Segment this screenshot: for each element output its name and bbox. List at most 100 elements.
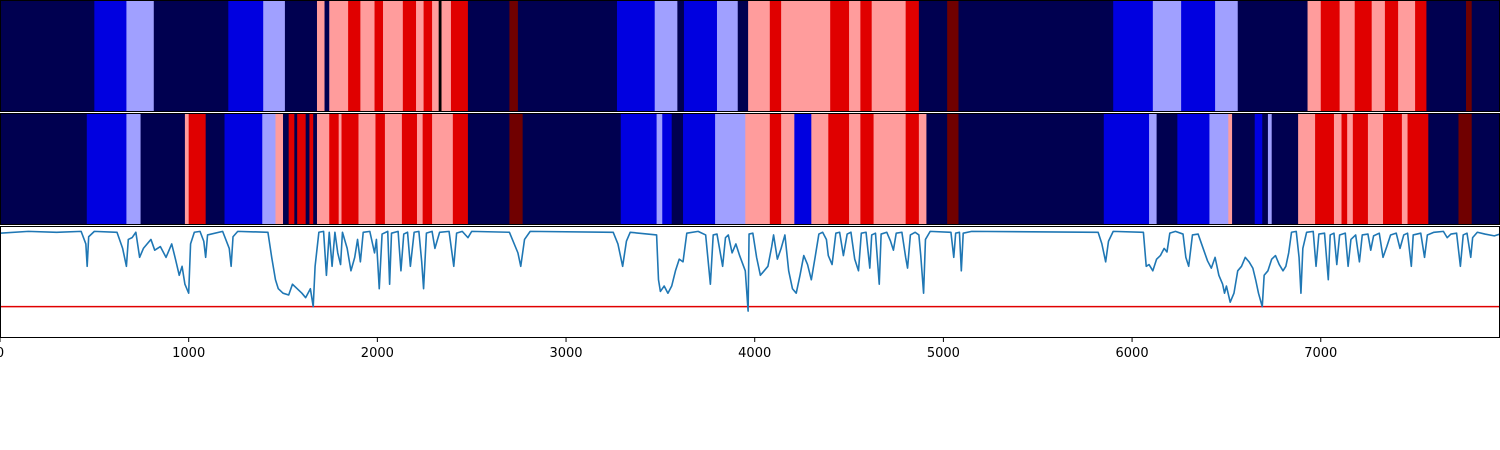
top-track-segment-33 bbox=[830, 0, 850, 112]
segmentation-track-bottom bbox=[0, 113, 1500, 225]
bottom-track-segment-55 bbox=[1177, 113, 1210, 225]
top-track-segment-44 bbox=[1215, 0, 1239, 112]
top-track-segment-5 bbox=[263, 0, 286, 112]
top-track-segment-27 bbox=[683, 0, 718, 112]
bottom-track-segment-66 bbox=[1341, 113, 1348, 225]
top-track-segment-31 bbox=[769, 0, 782, 112]
bottom-track-segment-12 bbox=[294, 113, 298, 225]
top-track-segment-22 bbox=[509, 0, 519, 112]
bottom-track-segment-72 bbox=[1407, 113, 1429, 225]
segmentation-track-top bbox=[0, 0, 1500, 112]
top-track-segment-11 bbox=[360, 0, 375, 112]
bottom-track-segment-14 bbox=[305, 113, 310, 225]
x-tick-label-7: 7000 bbox=[1304, 346, 1337, 361]
top-track-segment-54 bbox=[1426, 0, 1467, 112]
bottom-track-segment-30 bbox=[509, 113, 524, 225]
bottom-track-segment-49 bbox=[926, 113, 948, 225]
top-track-segment-21 bbox=[467, 0, 510, 112]
bottom-track-segment-26 bbox=[422, 113, 433, 225]
top-track-segment-25 bbox=[654, 0, 678, 112]
top-track-segment-13 bbox=[383, 0, 404, 112]
top-track-segment-45 bbox=[1237, 0, 1308, 112]
bottom-track-segment-2 bbox=[126, 113, 141, 225]
top-track-segment-0 bbox=[0, 0, 95, 112]
bottom-track-segment-75 bbox=[1471, 113, 1500, 225]
top-track-segment-34 bbox=[849, 0, 861, 112]
top-track-segment-29 bbox=[737, 0, 749, 112]
bottom-track-segment-71 bbox=[1401, 113, 1408, 225]
bottom-track-segment-19 bbox=[338, 113, 342, 225]
x-axis: 0 1000 2000 3000 4000 5000 6000 7000 bbox=[0, 338, 1337, 361]
bottom-track-segment-15 bbox=[309, 113, 314, 225]
top-track-segment-3 bbox=[153, 0, 229, 112]
bottom-track-segment-62 bbox=[1271, 113, 1299, 225]
bottom-track-segment-56 bbox=[1209, 113, 1229, 225]
bottom-track-segment-40 bbox=[781, 113, 795, 225]
bottom-track-segment-9 bbox=[275, 113, 284, 225]
bottom-track-segment-11 bbox=[288, 113, 295, 225]
bottom-track-segment-24 bbox=[401, 113, 418, 225]
bottom-track-segment-65 bbox=[1333, 113, 1342, 225]
bottom-track-segment-0 bbox=[0, 113, 88, 225]
bottom-track-segment-73 bbox=[1428, 113, 1459, 225]
top-track-segment-10 bbox=[348, 0, 361, 112]
bottom-track-segment-50 bbox=[947, 113, 959, 225]
x-tick-label-3: 3000 bbox=[549, 346, 582, 361]
top-track-segment-49 bbox=[1354, 0, 1373, 112]
bottom-track-segment-17 bbox=[316, 113, 330, 225]
top-track-segment-46 bbox=[1307, 0, 1322, 112]
bottom-track-segment-29 bbox=[467, 113, 510, 225]
bottom-track-segment-41 bbox=[794, 113, 812, 225]
bottom-track-segment-13 bbox=[297, 113, 307, 225]
score-plot-background bbox=[0, 226, 1500, 338]
bottom-track-segment-64 bbox=[1315, 113, 1335, 225]
top-track-segment-8 bbox=[324, 0, 330, 112]
bottom-track-segment-61 bbox=[1267, 113, 1273, 225]
x-tick-label-6: 6000 bbox=[1116, 346, 1149, 361]
bottom-track-segment-18 bbox=[329, 113, 340, 225]
bottom-track-segment-46 bbox=[873, 113, 907, 225]
bottom-track-segment-33 bbox=[656, 113, 663, 225]
bottom-track-segment-57 bbox=[1228, 113, 1233, 225]
bottom-track-segment-51 bbox=[958, 113, 1105, 225]
top-track-segment-55 bbox=[1466, 0, 1473, 112]
top-track-segment-17 bbox=[432, 0, 440, 112]
top-track-segment-47 bbox=[1320, 0, 1341, 112]
top-track-segment-35 bbox=[860, 0, 873, 112]
bottom-track-segment-60 bbox=[1262, 113, 1269, 225]
bottom-track-segment-54 bbox=[1156, 113, 1178, 225]
top-track-segment-14 bbox=[402, 0, 417, 112]
bottom-track-segment-10 bbox=[283, 113, 290, 225]
bottom-track-segment-42 bbox=[811, 113, 829, 225]
score-series-line bbox=[0, 230, 1500, 312]
top-track-segment-51 bbox=[1384, 0, 1399, 112]
bottom-track-segment-32 bbox=[620, 113, 658, 225]
bottom-track-segment-3 bbox=[140, 113, 186, 225]
bottom-track-segment-25 bbox=[416, 113, 424, 225]
top-track-segment-48 bbox=[1339, 0, 1356, 112]
bottom-track-segment-35 bbox=[671, 113, 684, 225]
x-tick-label-2: 2000 bbox=[361, 346, 394, 361]
bottom-track-segment-37 bbox=[715, 113, 746, 225]
top-track-segment-53 bbox=[1415, 0, 1427, 112]
bottom-track-segment-7 bbox=[224, 113, 263, 225]
bottom-track-segment-43 bbox=[828, 113, 850, 225]
bottom-track-segment-44 bbox=[849, 113, 861, 225]
x-tick-label-0: 0 bbox=[0, 346, 4, 361]
top-track-segment-37 bbox=[905, 0, 920, 112]
top-track-segment-52 bbox=[1398, 0, 1416, 112]
top-track-segment-56 bbox=[1471, 0, 1500, 112]
top-track-segment-12 bbox=[374, 0, 384, 112]
x-tick-label-1: 1000 bbox=[172, 346, 205, 361]
bottom-track-segment-5 bbox=[188, 113, 207, 225]
bottom-track-segment-23 bbox=[384, 113, 403, 225]
top-track-segment-23 bbox=[517, 0, 618, 112]
bottom-track-segment-27 bbox=[432, 113, 454, 225]
bottom-track-segment-45 bbox=[860, 113, 874, 225]
top-track-segment-15 bbox=[416, 0, 424, 112]
top-track-segment-7 bbox=[316, 0, 325, 112]
top-track-segment-24 bbox=[616, 0, 656, 112]
bottom-track-segment-16 bbox=[313, 113, 318, 225]
x-tick-label-4: 4000 bbox=[738, 346, 771, 361]
